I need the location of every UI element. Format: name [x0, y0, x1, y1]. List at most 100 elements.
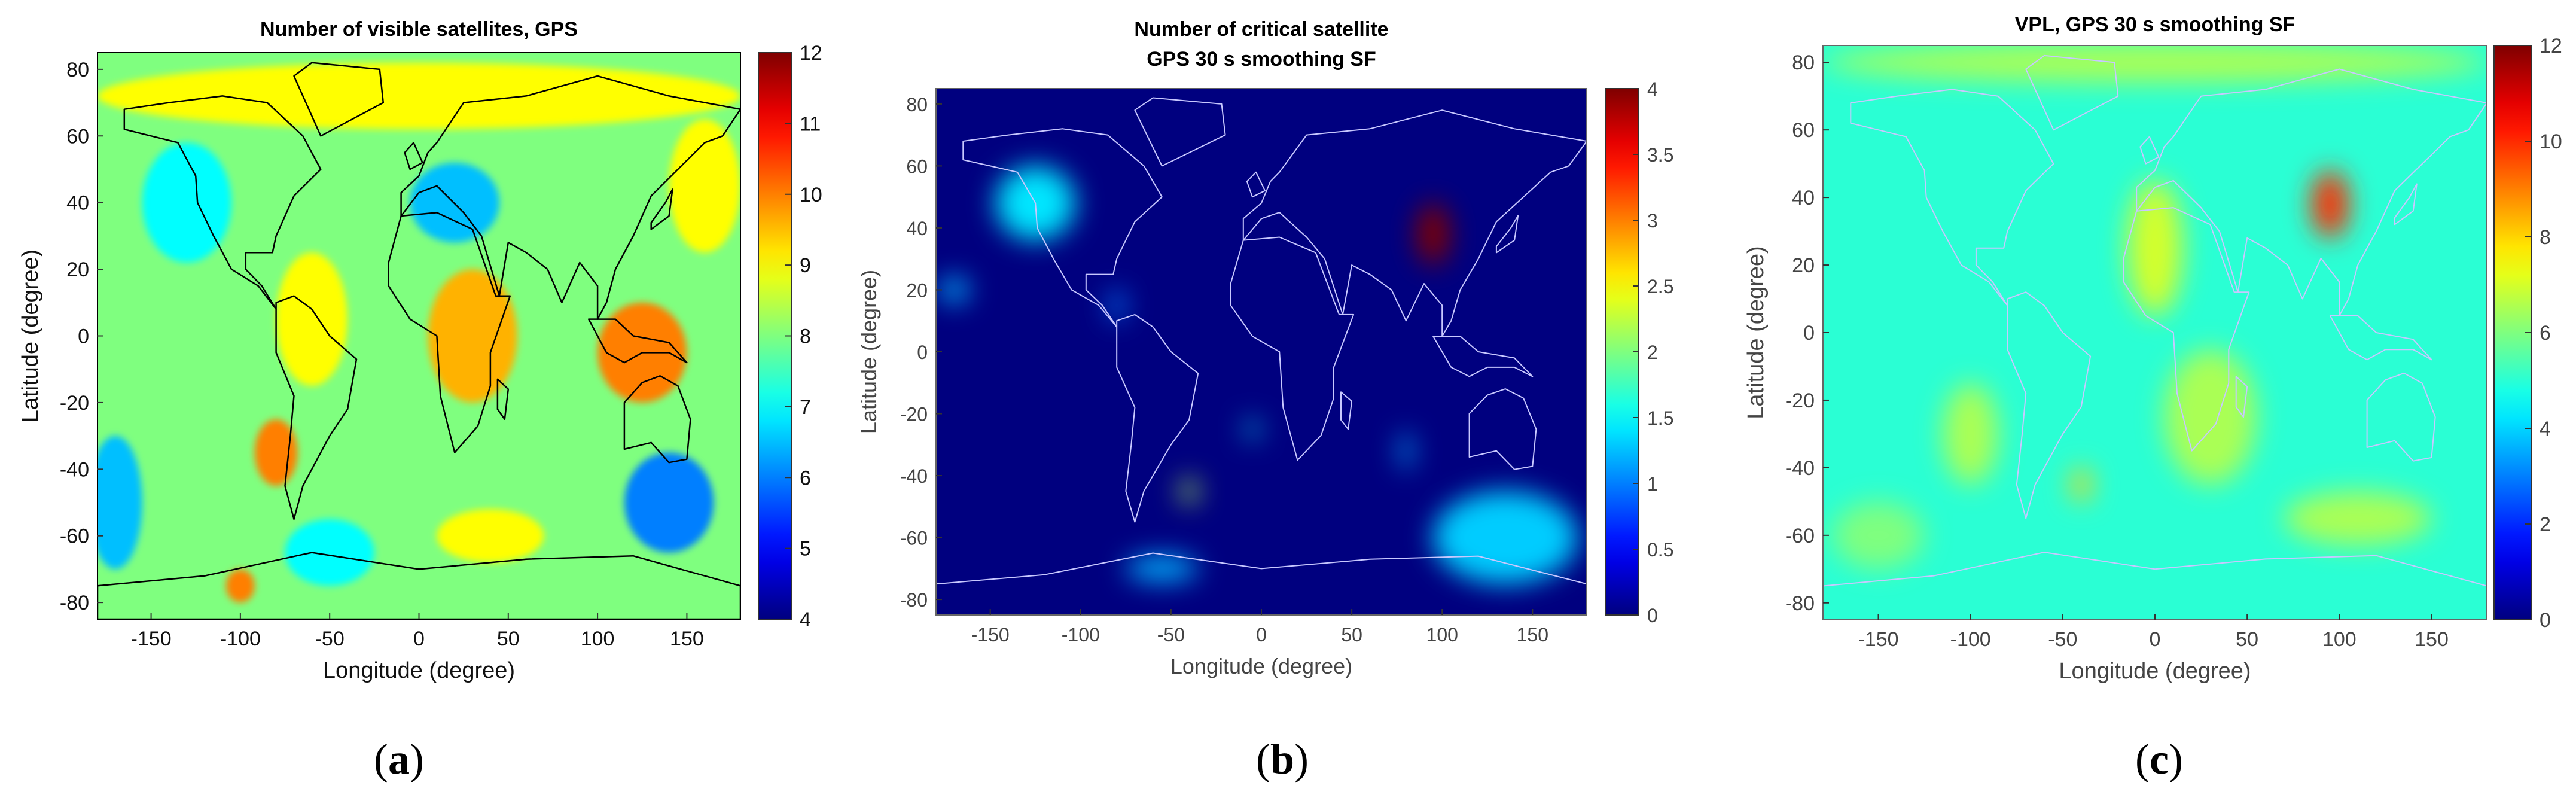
x-tick-label: 100	[2322, 628, 2356, 651]
heatmap-cell-11	[669, 119, 740, 253]
coastline-path-0	[123, 95, 322, 310]
caption-c: (c)	[2135, 735, 2183, 783]
coastline-path-6	[1134, 97, 1226, 167]
x-tick-label: -150	[1858, 628, 1898, 651]
y-tick-label: 80	[1792, 51, 1815, 74]
chart-title: VPL, GPS 30 s smoothing SF	[2015, 13, 2295, 36]
colorbar-tick-label: 11	[800, 112, 821, 135]
coastline-path-2	[2123, 207, 2250, 452]
heatmap-plot-b: Number of critical satellite GPS 30 s smo…	[856, 18, 1673, 678]
x-tick-label: -50	[2048, 628, 2077, 651]
heatmap-cell-9	[437, 509, 544, 563]
heatmap-cell-5	[1832, 501, 1925, 570]
colorbar	[2493, 45, 2532, 620]
y-tick-label: -60	[900, 528, 928, 549]
x-tick-label: 50	[1341, 624, 1362, 645]
y-axis-label: Latitude (degree)	[18, 249, 43, 422]
y-tick-label: -20	[1785, 389, 1815, 412]
chart-a: Number of visible satellites, GPS -150 -10…	[18, 18, 822, 683]
colorbar-tick-label: 10	[2540, 130, 2562, 153]
heatmap-cell-0	[97, 62, 740, 130]
coastline-path-6	[293, 62, 385, 137]
panel-a: Number of visible satellites, GPS -150 -10…	[0, 0, 861, 810]
x-tick-label: -50	[315, 628, 345, 650]
heatmap-cell-6	[410, 162, 499, 243]
coastline-path-6	[2025, 54, 2119, 131]
colorbar-tick-label: 1.5	[1647, 407, 1673, 429]
caption-b: (b)	[1256, 735, 1309, 783]
y-tick-label: -20	[60, 392, 89, 415]
y-tick-label: 20	[906, 279, 928, 301]
coastline-path-8	[650, 188, 673, 230]
colorbar-tick-label: 10	[800, 184, 822, 206]
heatmap-cell-7	[624, 452, 714, 553]
x-tick-label: 50	[497, 628, 520, 650]
colorbar-tick-label: 7	[800, 396, 811, 419]
caption-a: (a)	[374, 735, 424, 783]
heatmap-cell-1	[1416, 203, 1450, 266]
x-tick-label: 50	[2236, 628, 2258, 651]
heatmap-plot-c: VPL, GPS 30 s smoothing SF -150 -100 -50 0 50…	[1743, 13, 2562, 684]
colorbar-tick-label: 4	[800, 608, 811, 631]
colorbar-tick-label: 0	[1647, 605, 1658, 626]
y-axis-label: Latitude (degree)	[856, 270, 881, 434]
x-tick-label: 150	[670, 628, 704, 650]
coastline-path-8	[1495, 215, 1519, 254]
y-tick-label: 40	[906, 218, 928, 239]
coastline-path-1	[2007, 291, 2092, 519]
coastline	[97, 62, 740, 619]
colorbar-tick-label: 2.5	[1647, 276, 1673, 297]
colorbar-tick-label: 0	[2540, 609, 2551, 632]
colorbar-tick-label: 12	[2540, 35, 2562, 57]
y-tick-label: 80	[66, 59, 89, 81]
heatmap-cell-0	[2312, 170, 2349, 238]
colorbar-tick-label: 3.5	[1647, 144, 1673, 166]
x-tick-label: 0	[2150, 628, 2161, 651]
colorbar-tick-label: 4	[2540, 418, 2551, 440]
y-tick-label: 0	[917, 342, 928, 363]
chart-title: Number of critical satellite	[1134, 18, 1388, 41]
panel-c: VPL, GPS 30 s smoothing SF -150 -100 -50 0 50…	[1723, 0, 2576, 810]
y-tick-label: -60	[1785, 525, 1815, 547]
y-tick-label: -40	[60, 458, 89, 481]
heatmap-cell-6	[1246, 419, 1258, 439]
coastline-path-9	[2139, 136, 2160, 165]
y-tick-label: 40	[1792, 187, 1815, 209]
x-tick-label: 100	[581, 628, 615, 650]
colorbar-tick-label: 2	[2540, 513, 2551, 536]
heatmap-cell-8	[1109, 290, 1124, 321]
x-tick-label: 0	[413, 628, 425, 650]
y-tick-label: -40	[900, 465, 928, 487]
x-tick-label: 150	[1517, 624, 1548, 645]
coastline-path-0	[962, 128, 1163, 328]
heatmap-cell-8	[97, 436, 142, 570]
x-tick-label: -100	[1950, 628, 1991, 651]
coastline-path-4	[1468, 388, 1537, 470]
coastline-path-3	[2136, 68, 2487, 316]
chart-title: Number of visible satellites, GPS	[260, 18, 578, 41]
y-tick-label: 60	[66, 125, 89, 148]
heatmap-cell-1	[2127, 180, 2183, 316]
heatmap-cell-6	[1823, 45, 2487, 83]
coastline	[936, 97, 1587, 615]
x-axis-label: Longitude (degree)	[2059, 659, 2251, 684]
heatmap-cell-7	[1400, 432, 1412, 470]
heatmap-cell-12	[226, 569, 255, 603]
heatmap-cell-2	[1943, 383, 1998, 485]
coastline-path-9	[404, 142, 423, 170]
x-axis-label: Longitude (degree)	[1170, 654, 1352, 678]
colorbar-tick-label: 3	[1647, 210, 1658, 232]
heatmap-cell-3	[428, 269, 517, 403]
x-tick-label: -150	[131, 628, 172, 650]
y-tick-label: 0	[78, 325, 89, 348]
x-tick-label: 0	[1256, 624, 1267, 645]
colorbar-tick-label: 2	[1647, 342, 1658, 363]
heatmap-cell-4	[1126, 556, 1199, 581]
colorbar-tick-label: 9	[800, 254, 811, 277]
coastline-path-9	[1246, 171, 1266, 198]
y-tick-label: 80	[906, 94, 928, 115]
coastline-path-5	[97, 552, 740, 619]
panel-b: Number of critical satellite GPS 30 s smo…	[856, 0, 1723, 810]
heatmap-cell-4	[2284, 491, 2432, 546]
y-tick-label: -60	[60, 525, 89, 548]
